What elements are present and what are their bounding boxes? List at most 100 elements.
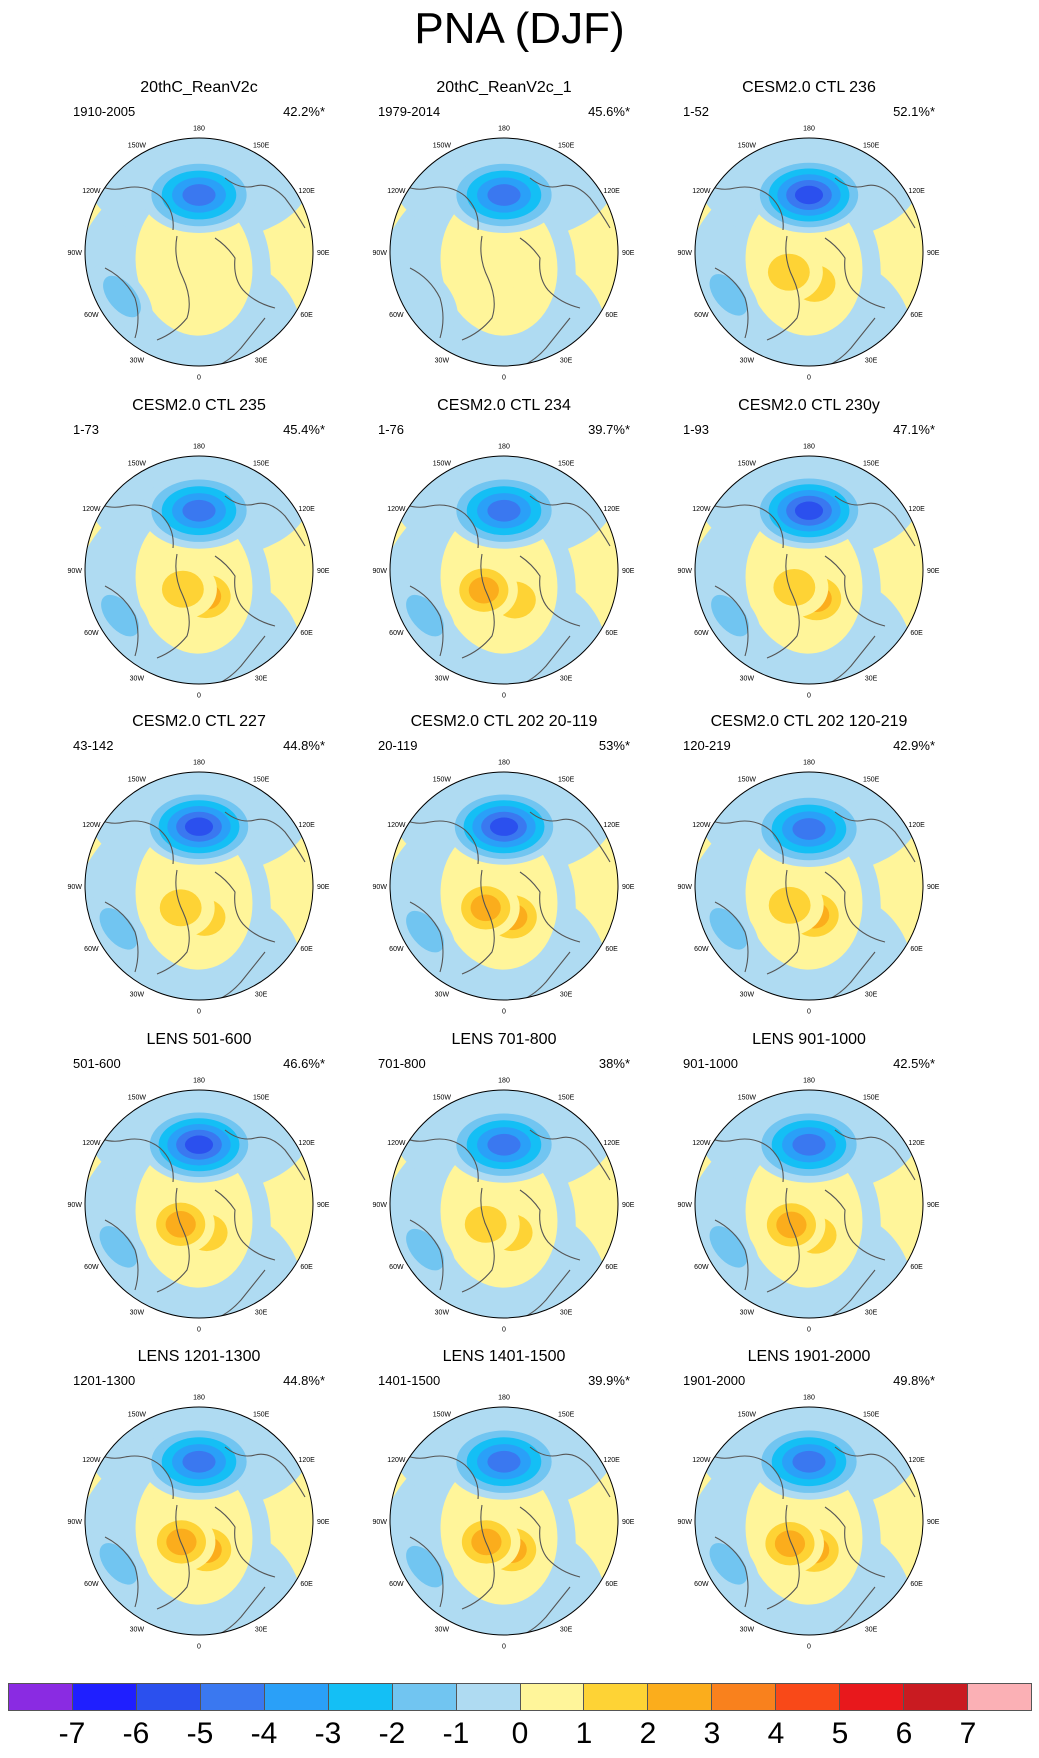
panel-title: CESM2.0 CTL 236	[742, 79, 876, 96]
contour-field	[695, 138, 923, 366]
coastline-segment	[204, 1586, 266, 1635]
coastline-segment	[714, 901, 749, 973]
coastline-segment	[409, 267, 444, 339]
panel-title: CESM2.0 CTL 230y	[738, 397, 880, 414]
coastline-segment	[156, 553, 190, 659]
atlantic-low-level-2	[709, 274, 748, 316]
longitude-label: 150E	[863, 776, 880, 783]
coastline-segment	[814, 951, 876, 1000]
longitude-label: 180	[193, 760, 205, 767]
longitude-label: 90E	[317, 250, 330, 257]
panel-title: LENS 1201-1300	[137, 1348, 261, 1365]
colorbar-tick-label: -2	[378, 1717, 406, 1750]
longitude-label: 30E	[865, 1627, 878, 1634]
longitude-label: 150W	[433, 142, 452, 149]
longitude-label: 30W	[740, 358, 755, 365]
contour-field	[85, 1407, 313, 1635]
colorbar	[8, 1683, 1032, 1711]
longitude-label: 180	[498, 126, 510, 133]
panel-title: 20thC_ReanV2c	[140, 79, 258, 96]
panel-year-range: 1-52	[683, 104, 710, 119]
longitude-label: 60E	[910, 312, 923, 319]
colorbar-tick-label: 3	[703, 1717, 721, 1750]
contour-field	[695, 772, 923, 1000]
panel-title: CESM2.0 CTL 235	[132, 397, 266, 414]
longitude-label: 120E	[298, 1140, 315, 1147]
coastline-segment	[409, 1536, 444, 1608]
panel-year-range: 701-800	[378, 1056, 426, 1071]
panel-title: LENS 501-600	[146, 1031, 252, 1048]
longitude-label: 90E	[927, 250, 940, 257]
contour-field	[390, 1090, 618, 1318]
longitude-label: 60W	[389, 1581, 404, 1588]
longitude-label: 90E	[622, 1202, 635, 1209]
longitude-label: 150W	[433, 1411, 452, 1418]
panel-year-range: 1-93	[683, 422, 710, 437]
panel-title: LENS 701-800	[451, 1031, 557, 1048]
coastline-segment	[214, 555, 276, 627]
longitude-label: 90E	[622, 568, 635, 575]
longitude-label: 60E	[605, 630, 618, 637]
coastline-segment	[766, 869, 800, 975]
longitude-label: 120W	[82, 1457, 101, 1464]
coastline-segment	[509, 317, 571, 366]
longitude-label: 60E	[605, 946, 618, 953]
longitude-label: 30E	[560, 676, 573, 683]
map-boundary	[389, 137, 619, 367]
colorbar-tick-label: -5	[186, 1717, 214, 1750]
polar-map: 180 150E 120E 90E 60E 30E 0 30W 60W 90W 120W 150W	[678, 126, 940, 382]
contour-field	[390, 138, 618, 366]
colorbar-tick-label: 2	[639, 1717, 657, 1750]
map-boundary	[694, 455, 924, 685]
coastline-segment	[814, 1586, 876, 1635]
atlantic-low-level-2	[99, 1543, 138, 1585]
longitude-label: 90W	[373, 568, 388, 575]
polar-map: 180 150E 120E 90E 60E 30E 0 30W 60W 90W 120W 150W	[373, 1078, 635, 1334]
longitude-label: 0	[502, 692, 506, 699]
longitude-label: 60W	[694, 630, 709, 637]
coastline-segment	[529, 495, 611, 547]
longitude-label: 180	[498, 1078, 510, 1085]
coastline-segment	[204, 317, 266, 366]
longitude-label: 180	[803, 1078, 815, 1085]
map-panel: 20thC_ReanV2c 1910-2005 42.2%* 180 150E 120E 9…	[49, 78, 349, 398]
longitude-label: 0	[502, 1008, 506, 1015]
colorbar-box	[264, 1684, 329, 1710]
longitude-label: 60E	[605, 312, 618, 319]
longitude-label: 120E	[603, 1140, 620, 1147]
coastline-segment	[714, 1219, 749, 1291]
contour-field	[390, 456, 618, 684]
longitude-label: 120E	[298, 188, 315, 195]
atlantic-low-level-2	[711, 594, 749, 637]
longitude-label: 150W	[128, 460, 147, 467]
map-panel: CESM2.0 CTL 234 1-76 39.7%* 180 150E 120E 90E 6…	[354, 396, 654, 716]
coastline-segment	[834, 1446, 916, 1498]
longitude-label: 90W	[68, 250, 83, 257]
longitude-label: 120E	[908, 1457, 925, 1464]
contour-field	[85, 456, 313, 684]
map-boundary	[84, 1406, 314, 1636]
coastline-segment	[824, 555, 886, 627]
map-panel: LENS 701-800 701-800 38%* 180 150E 120E 90E 60E…	[354, 1030, 654, 1350]
longitude-label: 90W	[678, 1519, 693, 1526]
longitude-label: 90E	[317, 568, 330, 575]
longitude-label: 30W	[740, 1627, 755, 1634]
longitude-label: 150E	[558, 460, 575, 467]
panel-variance-percent: 46.6%*	[283, 1056, 325, 1071]
longitude-label: 150E	[863, 1094, 880, 1101]
longitude-label: 60E	[910, 630, 923, 637]
longitude-label: 120E	[908, 506, 925, 513]
longitude-label: 120E	[298, 822, 315, 829]
longitude-label: 30W	[740, 1310, 755, 1317]
map-panel: CESM2.0 CTL 202 20-119 20-119 53%* 180 150E 1…	[354, 712, 654, 1032]
longitude-label: 150W	[433, 1094, 452, 1101]
longitude-label: 90W	[678, 884, 693, 891]
map-boundary	[84, 455, 314, 685]
high-center-2-level-2	[767, 253, 810, 291]
longitude-label: 120W	[387, 1457, 406, 1464]
atlantic-low-level-2	[709, 1543, 748, 1585]
longitude-label: 30E	[560, 1310, 573, 1317]
coastline-segment	[814, 1269, 876, 1318]
coastline-segment	[224, 811, 306, 863]
colorbar-tick-label: -4	[250, 1717, 278, 1750]
